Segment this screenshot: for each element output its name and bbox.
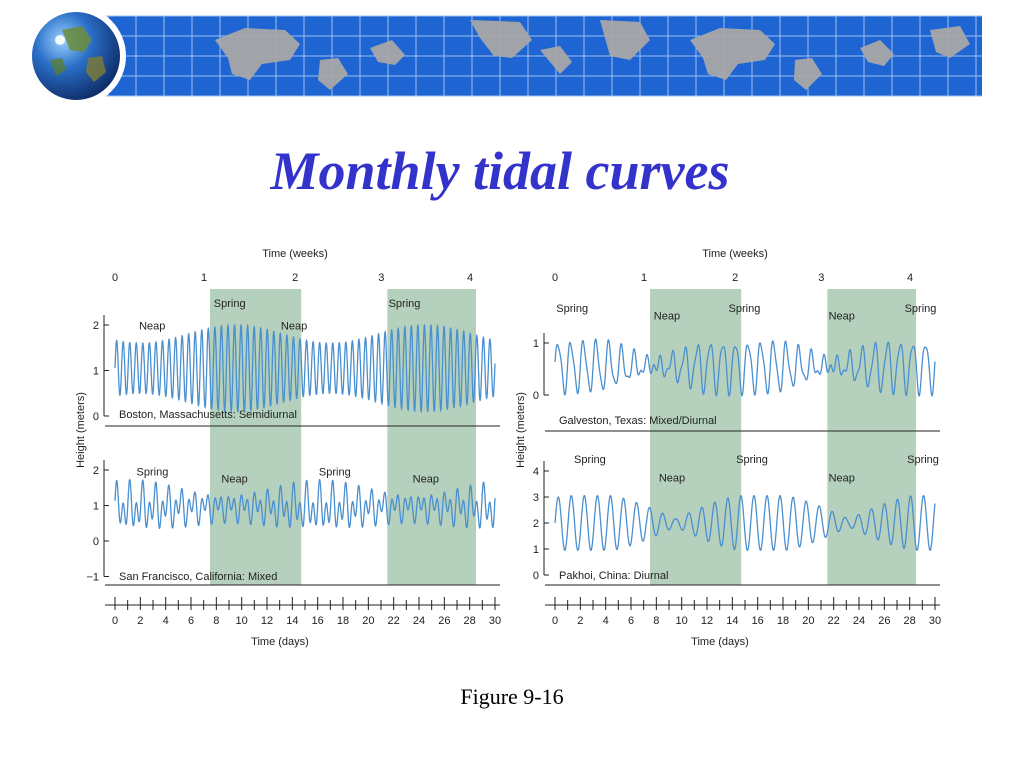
tide-phase-label: Spring: [137, 466, 169, 478]
tide-phase-label: Neap: [221, 473, 247, 485]
tide-phase-label: Neap: [829, 472, 855, 484]
x-axis-tick-label: 12: [261, 615, 273, 627]
y-axis-tick-label: 2: [93, 320, 99, 332]
x-axis-tick-label: 10: [676, 615, 688, 627]
top-axis-tick: 1: [641, 272, 647, 284]
y-axis-tick-label: 0: [93, 411, 99, 423]
x-axis-tick-label: 28: [464, 615, 476, 627]
slide-title: Monthly tidal curves: [270, 141, 730, 201]
tide-phase-label: Neap: [139, 321, 165, 333]
x-axis-tick-label: 24: [413, 615, 425, 627]
tide-phase-label: Spring: [556, 303, 588, 315]
top-axis-tick: 4: [907, 272, 913, 284]
y-axis-tick-label: 1: [93, 501, 99, 513]
header-banner: [26, 6, 982, 106]
top-axis-tick: 2: [292, 272, 298, 284]
tide-phase-label: Neap: [654, 311, 680, 323]
x-axis-tick-label: 28: [904, 615, 916, 627]
tide-phase-label: Spring: [729, 303, 761, 315]
x-axis-tick-label: 30: [489, 615, 501, 627]
tide-phase-label: Spring: [319, 466, 351, 478]
x-axis-tick-label: 8: [653, 615, 659, 627]
location-label: Boston, Massachusetts: Semidiurnal: [119, 409, 297, 421]
y-axis-tick-label: 3: [533, 492, 539, 504]
top-axis-label: Time (weeks): [702, 248, 768, 260]
x-axis-tick-label: 26: [438, 615, 450, 627]
x-axis-tick-label: 30: [929, 615, 941, 627]
tide-curve: [554, 338, 936, 397]
tide-phase-label: Neap: [659, 472, 685, 484]
x-axis-tick-label: 18: [337, 615, 349, 627]
x-axis-tick-label: 4: [603, 615, 609, 627]
tide-phase-label: Neap: [413, 473, 439, 485]
x-axis-tick-label: 20: [802, 615, 814, 627]
tide-curve: [114, 323, 496, 413]
location-label: Pakhoi, China: Diurnal: [559, 570, 668, 582]
x-axis-tick-label: 0: [552, 615, 558, 627]
x-axis-tick-label: 6: [188, 615, 194, 627]
x-axis-tick-label: 16: [752, 615, 764, 627]
tide-phase-label: Spring: [736, 454, 768, 466]
x-axis-tick-label: 12: [701, 615, 713, 627]
world-map-icon: [79, 15, 982, 97]
top-axis-tick: 2: [732, 272, 738, 284]
x-axis-tick-label: 24: [853, 615, 865, 627]
tide-phase-label: Neap: [829, 311, 855, 323]
top-axis-label: Time (weeks): [262, 248, 328, 260]
spring-band: [210, 289, 302, 585]
tide-phase-label: Spring: [214, 298, 246, 310]
tide-curve: [554, 495, 936, 551]
location-label: Galveston, Texas: Mixed/Diurnal: [559, 415, 717, 427]
tide-phase-label: Spring: [574, 454, 606, 466]
top-axis-tick: 0: [112, 272, 118, 284]
tide-phase-label: Spring: [907, 454, 939, 466]
y-axis-tick-label: 0: [533, 570, 539, 582]
y-axis-tick-label: 0: [93, 536, 99, 548]
tidal-curves-figure: Time (weeks)0 1 2 3 40 2 4 6 8 10 12 14 16 18 20 22 24 26…: [75, 248, 941, 648]
x-axis-tick-label: 10: [236, 615, 248, 627]
x-axis-tick-label: 2: [137, 615, 143, 627]
top-axis-tick: 3: [818, 272, 824, 284]
x-axis-tick-label: 14: [726, 615, 738, 627]
x-axis-tick-label: 14: [286, 615, 298, 627]
tide-phase-label: Spring: [905, 303, 937, 315]
y-axis-tick-label: 0: [533, 390, 539, 402]
x-axis-tick-label: 16: [312, 615, 324, 627]
x-axis-tick-label: 0: [112, 615, 118, 627]
top-axis-tick: 4: [467, 272, 473, 284]
y-axis-tick-label: −1: [86, 572, 99, 584]
y-axis-tick-label: 1: [533, 338, 539, 350]
y-axis-label: Height (meters): [75, 392, 87, 468]
y-axis-tick-label: 1: [533, 544, 539, 556]
left-panel: Time (weeks)0 1 2 3 40 2 4 6 8 10 12 14 16 18 20 22 24 26…: [75, 248, 501, 648]
tide-phase-label: Neap: [281, 321, 307, 333]
top-axis-tick: 1: [201, 272, 207, 284]
x-axis-tick-label: 20: [362, 615, 374, 627]
location-label: San Francisco, California: Mixed: [119, 571, 277, 583]
x-axis-tick-label: 22: [828, 615, 840, 627]
right-panel: Time (weeks)0 1 2 3 40 2 4 6 8 10 12 14 16 18 20 22 24 26…: [515, 248, 941, 648]
tide-curve: [114, 478, 496, 529]
globe-icon: [26, 6, 126, 106]
top-axis-tick: 0: [552, 272, 558, 284]
y-axis-label: Height (meters): [515, 392, 527, 468]
figure-caption: Figure 9-16: [460, 684, 564, 709]
bottom-axis-label: Time (days): [251, 636, 309, 648]
bottom-axis-label: Time (days): [691, 636, 749, 648]
x-axis-tick-label: 6: [628, 615, 634, 627]
y-axis-tick-label: 2: [533, 518, 539, 530]
spring-band: [650, 289, 742, 585]
x-axis-tick-label: 2: [577, 615, 583, 627]
y-axis-tick-label: 2: [93, 465, 99, 477]
y-axis-tick-label: 1: [93, 366, 99, 378]
x-axis-tick-label: 18: [777, 615, 789, 627]
top-axis-tick: 3: [378, 272, 384, 284]
x-axis-tick-label: 8: [213, 615, 219, 627]
x-axis-tick-label: 22: [388, 615, 400, 627]
y-axis-tick-label: 4: [533, 466, 539, 478]
x-axis-tick-label: 26: [878, 615, 890, 627]
tide-phase-label: Spring: [389, 298, 421, 310]
x-axis-tick-label: 4: [163, 615, 169, 627]
